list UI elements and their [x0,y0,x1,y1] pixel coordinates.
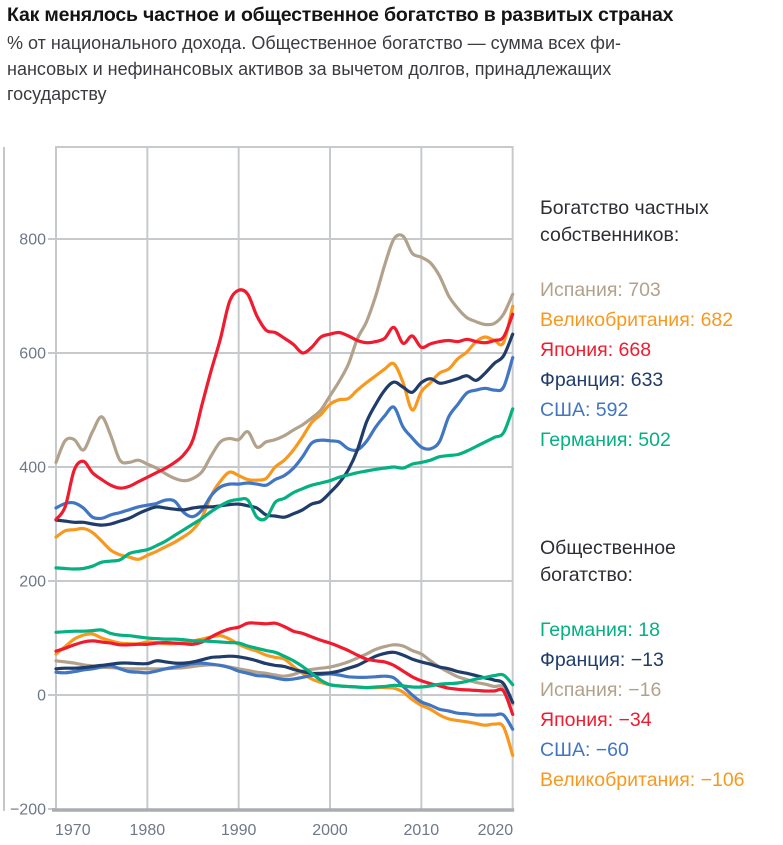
x-tick-label-1990: 1990 [221,822,257,839]
legend-private-header: Богатство частных собственников: [540,195,783,249]
y-tick-label-200: 200 [19,574,46,591]
x-tick-label-2010: 2010 [404,822,440,839]
line-private-germany [54,407,515,571]
legend-item-usa: США: 592 [540,399,629,421]
legend-public-items: Германия: 18 Франция: −13 Испания: −16 Япон… [540,615,783,795]
line-private-france [54,332,515,527]
subtitle-line-2: нансовых и нефинансовых активов за вычет… [7,58,612,79]
legend-item-france: Франция: −13 [540,649,664,671]
y-tick-label-400: 400 [19,460,46,477]
line-public-germany [54,628,515,690]
y-tick-label-0: 0 [37,688,46,705]
subtitle-line-3: государству [7,84,107,104]
x-tick-label-2020: 2020 [478,822,514,839]
legend-item-germany: Германия: 18 [540,619,660,641]
line-private-spain [54,233,515,483]
subtitle-line-1: % от национального дохода. Общественное … [7,33,622,53]
chart-subtitle: % от национального дохода. Общественное … [7,31,767,108]
y-tick-label-800: 800 [19,232,46,249]
x-tick-label-2000: 2000 [312,822,348,839]
legend-item-usa: США: −60 [540,739,629,761]
line-public-usa [54,661,515,731]
y-tick-label-600: 600 [19,346,46,363]
chart-area: 800 600 400 200 0 −200 1970 1980 1990 2000 2010 202… [0,140,530,845]
legend-item-uk: Великобритания: −106 [540,769,745,791]
legend-private-header-line2: собственников: [540,224,680,246]
y-tick-label--200: −200 [10,802,46,819]
legend-item-japan: Япония: 668 [540,339,652,361]
x-tick-label-1970: 1970 [55,822,91,839]
legend-private-wealth: Богатство частных собственников: Испания… [540,195,783,455]
legend-item-uk: Великобритания: 682 [540,309,734,331]
line-public-france [54,650,515,704]
legend-private-header-line1: Богатство частных [540,197,709,219]
legend-item-spain: Испания: −16 [540,679,662,701]
chart-title: Как менялось частное и общественное бога… [7,4,674,26]
line-private-uk [54,304,515,561]
x-tick-label-1980: 1980 [130,822,166,839]
legend-public-header: Общественное богатство: [540,535,783,589]
line-private-usa [54,356,515,521]
legend-private-items: Испания: 703 Великобритания: 682 Япония: 6… [540,275,783,455]
legend-item-spain: Испания: 703 [540,279,661,301]
line-private-japan [54,288,515,521]
legend-item-japan: Япония: −34 [540,709,652,731]
legend-public-header-line1: Общественное [540,537,676,559]
legend-public-header-line2: богатство: [540,564,633,586]
legend-item-germany: Германия: 502 [540,429,671,451]
legend-item-france: Франция: 633 [540,369,664,391]
legend-public-wealth: Общественное богатство: Германия: 18 Фран… [540,535,783,795]
